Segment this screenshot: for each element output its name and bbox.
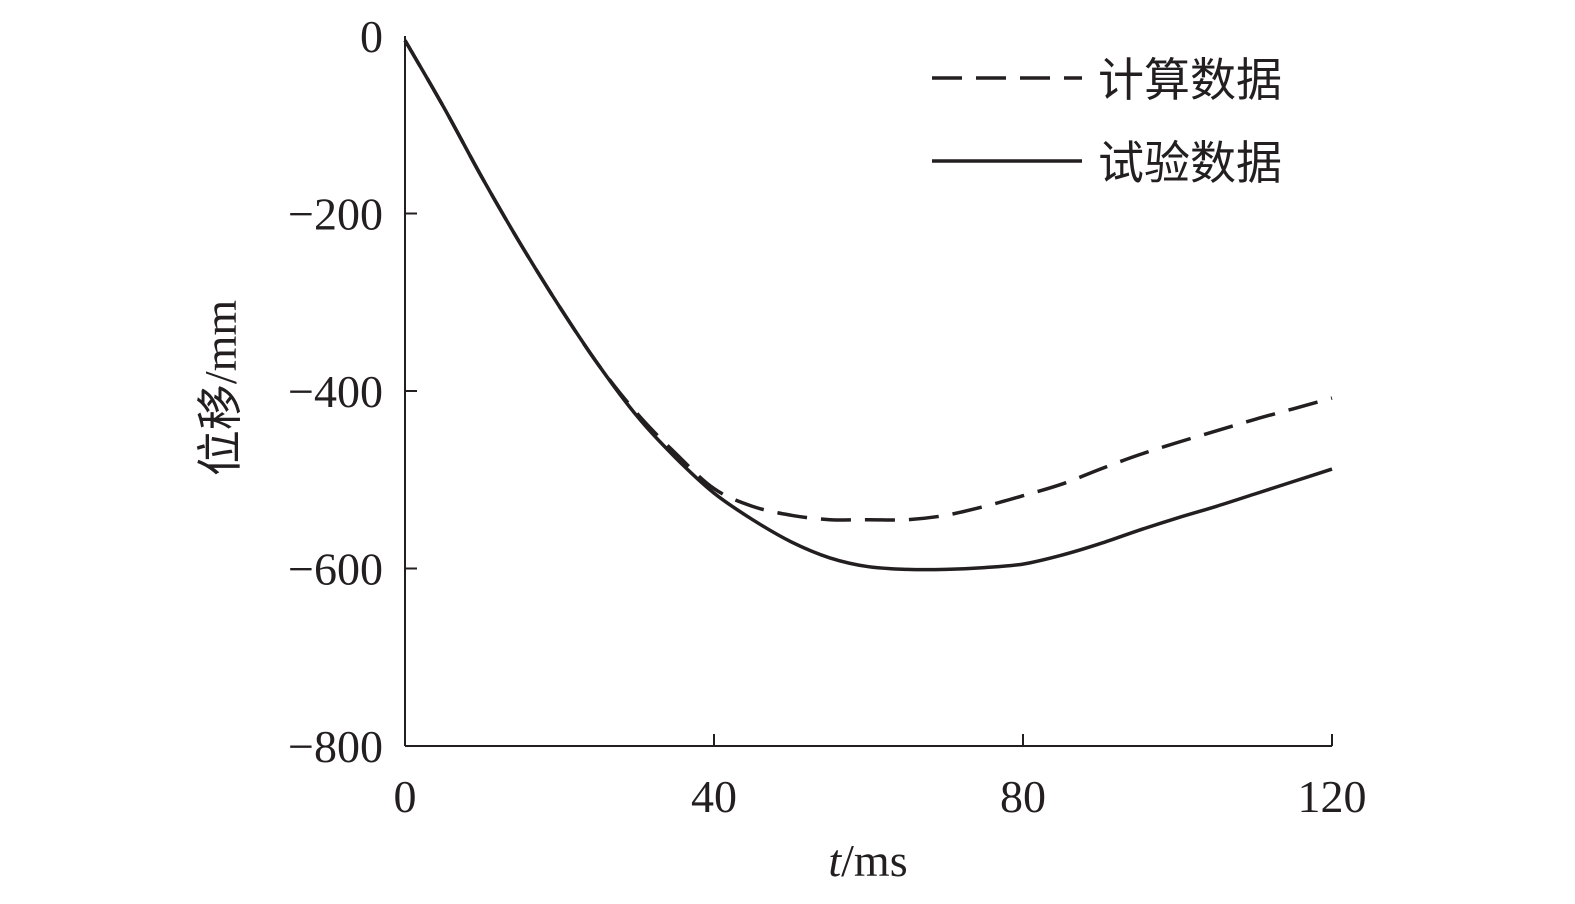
x-axis-title-variable: t — [828, 835, 842, 886]
y-tick-label: −400 — [288, 366, 383, 417]
y-tick-label: 0 — [360, 11, 383, 62]
x-axis-title-unit: /ms — [841, 835, 907, 886]
legend-label-calculated: 计算数据 — [1098, 53, 1282, 107]
x-tick-label: 120 — [1298, 771, 1367, 822]
y-axis-title: 位移/mm — [195, 300, 246, 477]
x-tick-label: 0 — [394, 771, 417, 822]
series-line-experimental — [403, 39, 1333, 572]
ticks — [405, 212, 1333, 746]
x-tick-label: 40 — [691, 771, 737, 822]
series-layer — [403, 39, 1333, 572]
y-tick-label: −200 — [288, 189, 383, 240]
y-tick-label: −600 — [288, 544, 383, 595]
tick-labels: 0 40 80 120 0 −200 −400 −600 −800 — [288, 11, 1366, 822]
legend: 计算数据 试验数据 — [932, 53, 1282, 190]
x-axis-title: t/ms — [828, 835, 907, 886]
y-tick-label: −800 — [288, 721, 383, 772]
legend-label-experimental: 试验数据 — [1098, 136, 1282, 190]
x-tick-label: 80 — [1000, 771, 1046, 822]
